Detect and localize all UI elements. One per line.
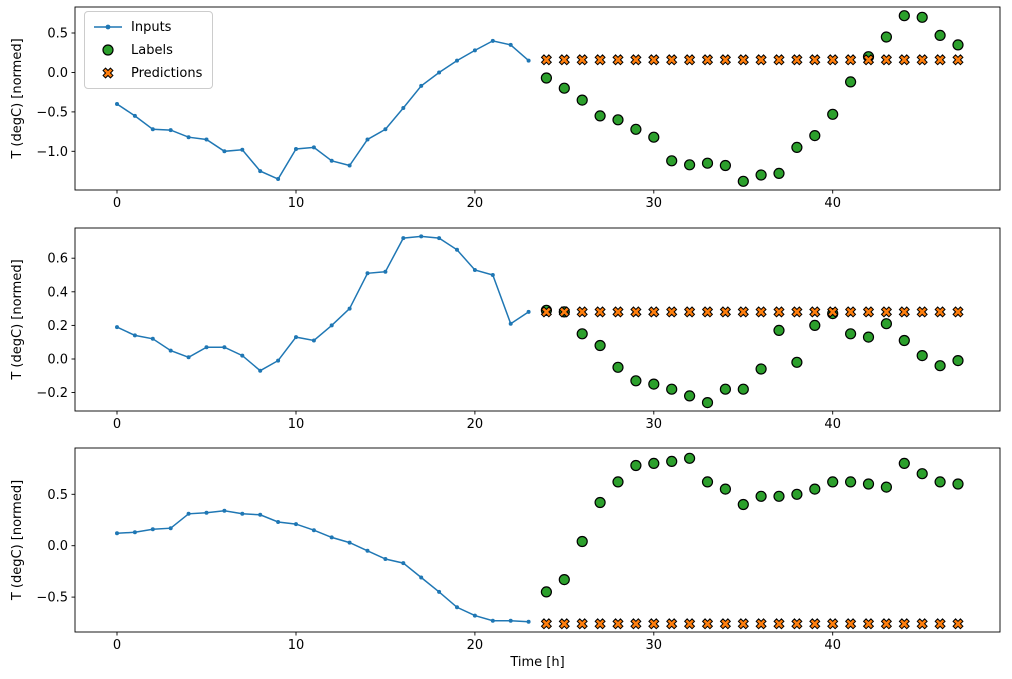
- svg-text:0.5: 0.5: [47, 488, 68, 503]
- inputs-line-marker-icon: [94, 24, 122, 30]
- legend-item-predictions: Predictions: [92, 63, 202, 83]
- svg-text:40: 40: [824, 417, 841, 432]
- legend: Inputs Labels Predictions: [84, 11, 214, 89]
- legend-label-inputs: Inputs: [131, 19, 172, 35]
- svg-text:0.5: 0.5: [47, 27, 68, 42]
- svg-text:T (degC) [normed]: T (degC) [normed]: [10, 480, 25, 601]
- svg-text:0: 0: [113, 417, 121, 432]
- svg-text:T (degC) [normed]: T (degC) [normed]: [10, 38, 25, 159]
- legend-item-labels: Labels: [92, 40, 202, 60]
- svg-text:Time [h]: Time [h]: [509, 655, 564, 670]
- svg-text:10: 10: [288, 638, 305, 653]
- svg-text:0.0: 0.0: [47, 353, 68, 368]
- legend-label-predictions: Predictions: [131, 65, 203, 81]
- svg-text:20: 20: [467, 196, 484, 211]
- svg-text:−0.5: −0.5: [36, 591, 68, 606]
- svg-text:0.4: 0.4: [47, 285, 68, 300]
- legend-label-labels: Labels: [131, 42, 173, 58]
- svg-text:−0.2: −0.2: [36, 386, 68, 401]
- svg-text:0.0: 0.0: [47, 539, 68, 554]
- svg-text:10: 10: [288, 417, 305, 432]
- svg-text:0: 0: [113, 196, 121, 211]
- svg-text:20: 20: [467, 638, 484, 653]
- svg-text:10: 10: [288, 196, 305, 211]
- svg-text:20: 20: [467, 417, 484, 432]
- svg-text:−1.0: −1.0: [36, 145, 68, 160]
- svg-text:T (degC) [normed]: T (degC) [normed]: [10, 259, 25, 380]
- svg-text:0.2: 0.2: [47, 319, 68, 334]
- svg-text:0.0: 0.0: [47, 66, 68, 81]
- svg-text:30: 30: [646, 638, 663, 653]
- svg-text:0.6: 0.6: [47, 252, 68, 267]
- legend-item-inputs: Inputs: [92, 17, 202, 37]
- predictions-x-marker-icon: [102, 67, 114, 79]
- svg-text:−0.5: −0.5: [36, 105, 68, 120]
- svg-text:30: 30: [646, 417, 663, 432]
- svg-text:30: 30: [646, 196, 663, 211]
- labels-circle-marker-icon: [102, 44, 114, 56]
- svg-text:0: 0: [113, 638, 121, 653]
- svg-text:40: 40: [824, 638, 841, 653]
- svg-text:40: 40: [824, 196, 841, 211]
